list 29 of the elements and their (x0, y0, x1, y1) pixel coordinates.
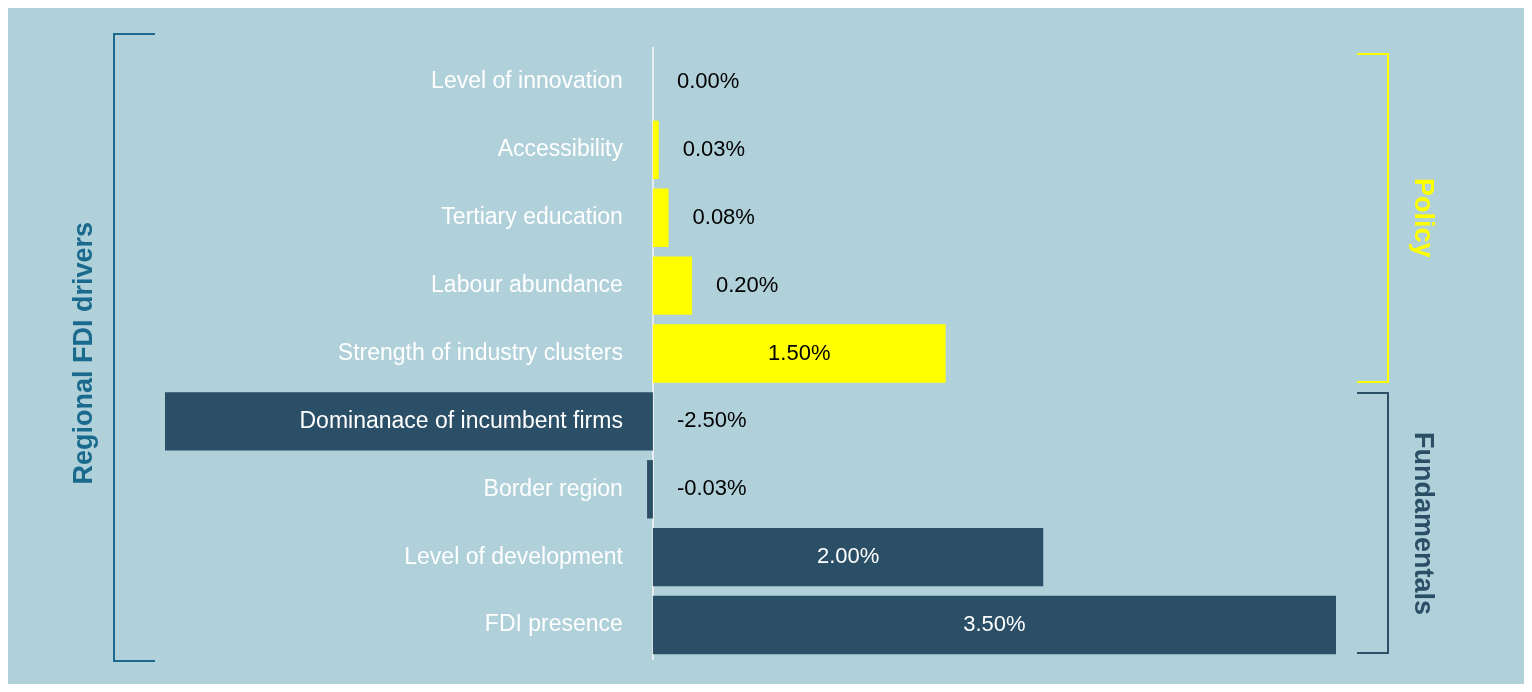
data-label: 0.03% (682, 135, 746, 161)
y-tick-label: Tertiary education (441, 203, 623, 230)
data-label: 0.08% (692, 203, 755, 229)
bar (652, 527, 1044, 587)
bar (652, 188, 669, 247)
y-tick-label: Labour abundance (431, 270, 623, 297)
y-tick-label: Level of innovation (431, 67, 623, 94)
bar (647, 460, 653, 519)
data-label: -0.03% (676, 475, 747, 501)
text: Regional FDI drivers (67, 222, 99, 485)
data-label: 0.00% (676, 68, 740, 94)
data-label: -2.50% (676, 407, 747, 433)
bar (652, 256, 692, 315)
y-tick-label: Strength of industry clusters (337, 338, 623, 365)
y-tick-label: FDI presence (484, 610, 623, 637)
data-label: 1.50% (768, 339, 831, 365)
bar (652, 324, 946, 383)
data-label: 3.50% (963, 611, 1026, 637)
bar (652, 595, 1336, 655)
y-tick-label: Border region (483, 474, 623, 501)
data-label: 0.20% (715, 271, 779, 297)
bar (165, 392, 653, 451)
data-label: 2.00% (816, 543, 880, 569)
bar (652, 120, 659, 180)
y-tick-label: Dominanace of incumbent firms (299, 406, 623, 433)
text: Policy (1407, 177, 1439, 258)
y-tick-label: Accessibility (497, 135, 624, 162)
y-tick-label: Level of development (404, 542, 624, 569)
text: Fundamentals (1407, 431, 1439, 615)
